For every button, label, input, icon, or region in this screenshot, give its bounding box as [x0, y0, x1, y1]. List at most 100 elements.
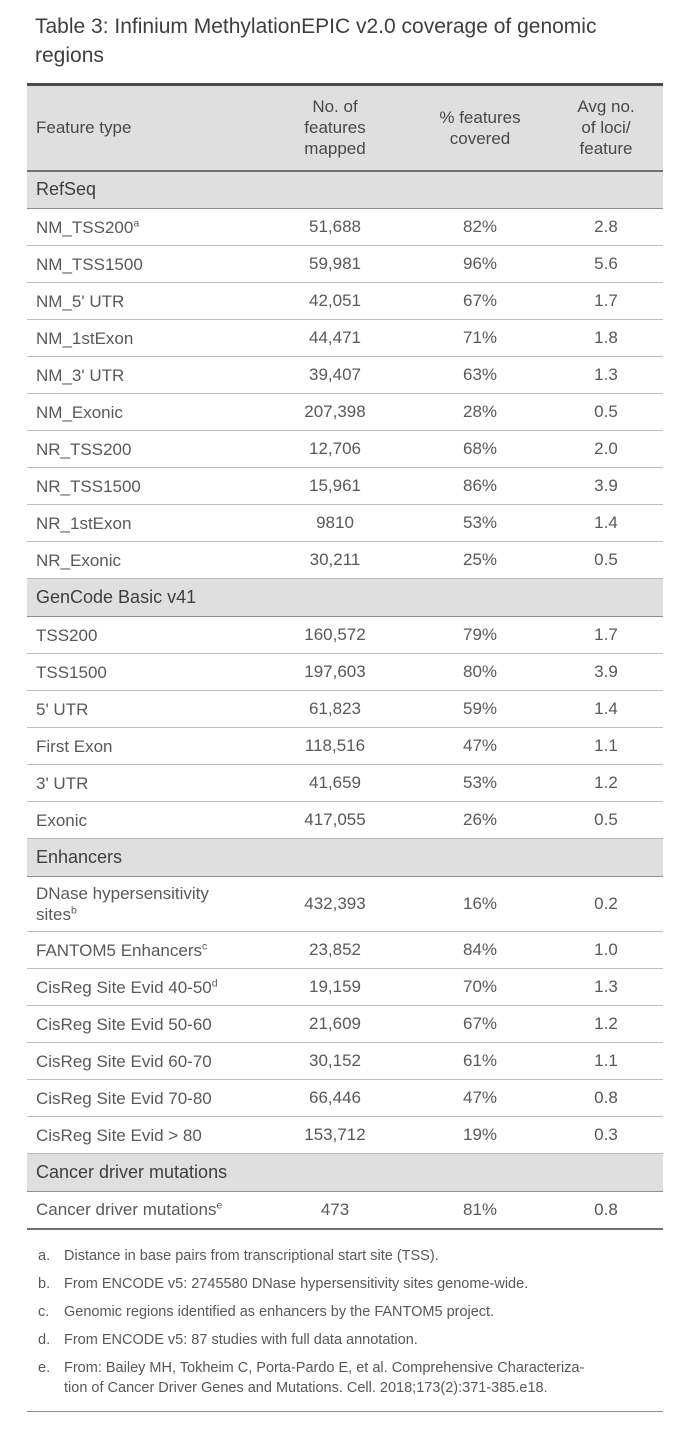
feature-cell: NM_Exonic — [36, 402, 123, 422]
footnote-text: Genomic regions identified as enhancers … — [64, 1303, 495, 1320]
footnote-item: c. Genomic regions identified as enhancer… — [38, 1302, 663, 1322]
column-header-features-covered: % features covered — [439, 107, 521, 148]
footnote-item: b. From ENCODE v5: 2745580 DNase hypersen… — [38, 1274, 663, 1294]
feature-cell: NR_1stExon — [36, 513, 132, 533]
loci-per-feature-cell: 1.4 — [594, 513, 618, 532]
feature-cell: NM_5' UTR — [36, 291, 125, 311]
loci-per-feature-cell: 0.2 — [594, 894, 618, 913]
feature-cell: NM_3' UTR — [36, 365, 125, 385]
loci-per-feature-cell: 0.8 — [594, 1088, 618, 1107]
feature-cell: Cancer driver mutationse — [36, 1199, 223, 1220]
features-covered-cell: 79% — [462, 625, 498, 644]
footnote-label: a. — [38, 1247, 51, 1264]
footnote-text: From: Bailey MH, Tokheim C, Porta-Pardo … — [64, 1359, 585, 1396]
feature-cell: TSS200 — [36, 625, 98, 645]
feature-cell: CisReg Site Evid 70-80 — [36, 1088, 212, 1108]
loci-per-feature-cell: 2.0 — [594, 439, 618, 458]
features-covered-cell: 47% — [462, 736, 498, 755]
feature-cell: NM_TSS200a — [36, 216, 140, 237]
footnotes: a. Distance in base pairs from transcript… — [38, 1246, 663, 1398]
section-header-row: GenCode Basic v41 — [27, 578, 663, 617]
features-covered-cell: 16% — [462, 894, 498, 913]
table-row: TSS1500 197,603 80% 3.9 — [27, 654, 663, 691]
loci-per-feature-cell: 5.6 — [594, 254, 618, 273]
features-mapped-cell: 197,603 — [304, 662, 366, 681]
features-covered-cell: 84% — [462, 940, 498, 959]
features-mapped-cell: 66,446 — [309, 1088, 361, 1107]
section-title: RefSeq — [36, 179, 97, 200]
table-row: 3' UTR 41,659 53% 1.2 — [27, 765, 663, 802]
table-row: NM_1stExon 44,471 71% 1.8 — [27, 320, 663, 357]
footnote-text: From ENCODE v5: 87 studies with full dat… — [64, 1331, 418, 1348]
features-mapped-cell: 23,852 — [309, 940, 361, 959]
feature-cell: 3' UTR — [36, 773, 89, 793]
loci-per-feature-cell: 1.3 — [594, 977, 618, 996]
feature-cell: CisReg Site Evid > 80 — [36, 1125, 202, 1145]
table-row: FANTOM5 Enhancersc 23,852 84% 1.0 — [27, 932, 663, 969]
table-row: NR_1stExon 9810 53% 1.4 — [27, 505, 663, 542]
loci-per-feature-cell: 0.8 — [594, 1199, 618, 1219]
table-row: NM_Exonic 207,398 28% 0.5 — [27, 394, 663, 431]
feature-cell: CisReg Site Evid 40-50d — [36, 976, 218, 997]
table-row: CisReg Site Evid 70-80 66,446 47% 0.8 — [27, 1080, 663, 1117]
table-row: Cancer driver mutationse 473 81% 0.8 — [27, 1192, 663, 1229]
loci-per-feature-cell: 1.8 — [594, 328, 618, 347]
feature-cell: TSS1500 — [36, 662, 107, 682]
column-header-loci-per-feature: Avg no. of loci/feature — [577, 97, 635, 159]
features-covered-cell: 68% — [462, 439, 498, 458]
features-mapped-cell: 118,516 — [304, 736, 366, 755]
features-covered-cell: 96% — [462, 254, 498, 273]
footnote-text: From ENCODE v5: 2745580 DNase hypersensi… — [64, 1275, 529, 1292]
loci-per-feature-cell: 1.0 — [594, 940, 618, 959]
features-covered-cell: 47% — [462, 1088, 498, 1107]
features-mapped-cell: 61,823 — [309, 699, 361, 718]
table-row: NR_TSS1500 15,961 86% 3.9 — [27, 468, 663, 505]
features-mapped-cell: 153,712 — [304, 1125, 366, 1144]
table-row: NR_TSS200 12,706 68% 2.0 — [27, 431, 663, 468]
features-covered-cell: 67% — [462, 291, 498, 310]
feature-cell: DNase hypersensitivity sitesb — [36, 884, 209, 924]
features-mapped-cell: 417,055 — [304, 810, 366, 829]
features-covered-cell: 53% — [462, 773, 498, 792]
features-mapped-cell: 12,706 — [309, 439, 361, 458]
features-covered-cell: 28% — [462, 402, 498, 421]
section-title: Cancer driver mutations — [36, 1162, 228, 1182]
footnote-item: e. From: Bailey MH, Tokheim C, Porta-Pard… — [38, 1358, 663, 1398]
features-mapped-cell: 42,051 — [309, 291, 361, 310]
features-covered-cell: 82% — [462, 217, 498, 236]
table-row: NM_3' UTR 39,407 63% 1.3 — [27, 357, 663, 394]
loci-per-feature-cell: 1.1 — [594, 1051, 618, 1070]
features-mapped-cell: 207,398 — [304, 402, 366, 421]
feature-cell: CisReg Site Evid 50-60 — [36, 1014, 212, 1034]
table-row: CisReg Site Evid > 80 153,712 19% 0.3 — [27, 1117, 663, 1154]
loci-per-feature-cell: 0.5 — [594, 402, 618, 421]
table-row: CisReg Site Evid 50-60 21,609 67% 1.2 — [27, 1006, 663, 1043]
superscript-marker: e — [216, 1199, 223, 1212]
footnote-label: b. — [38, 1275, 51, 1292]
superscript-marker: a — [133, 216, 140, 229]
features-covered-cell: 67% — [462, 1014, 498, 1033]
loci-per-feature-cell: 0.3 — [594, 1125, 618, 1144]
header-row: Feature type No. of features mapped % feat… — [27, 84, 663, 171]
loci-per-feature-cell: 1.1 — [594, 736, 618, 755]
features-mapped-cell: 59,981 — [309, 254, 361, 273]
feature-cell: Exonic — [36, 810, 88, 830]
feature-cell: NM_1stExon — [36, 328, 134, 348]
loci-per-feature-cell: 3.9 — [594, 662, 618, 681]
loci-per-feature-cell: 1.7 — [594, 291, 618, 310]
feature-cell: FANTOM5 Enhancersc — [36, 939, 208, 960]
features-mapped-cell: 41,659 — [309, 773, 361, 792]
footnote-item: a. Distance in base pairs from transcript… — [38, 1246, 663, 1266]
table-row: CisReg Site Evid 60-70 30,152 61% 1.1 — [27, 1043, 663, 1080]
loci-per-feature-cell: 1.4 — [594, 699, 618, 718]
footnote-label: d. — [38, 1331, 51, 1348]
section-header-row: Enhancers — [27, 838, 663, 877]
table-row: First Exon 118,516 47% 1.1 — [27, 728, 663, 765]
features-mapped-cell: 15,961 — [309, 476, 361, 495]
features-mapped-cell: 432,393 — [304, 894, 366, 913]
superscript-marker: b — [70, 904, 77, 917]
table-row: Exonic 417,055 26% 0.5 — [27, 802, 663, 839]
loci-per-feature-cell: 0.5 — [594, 550, 618, 569]
table-row: NM_TSS200a 51,688 82% 2.8 — [27, 209, 663, 246]
features-covered-cell: 26% — [462, 810, 498, 829]
